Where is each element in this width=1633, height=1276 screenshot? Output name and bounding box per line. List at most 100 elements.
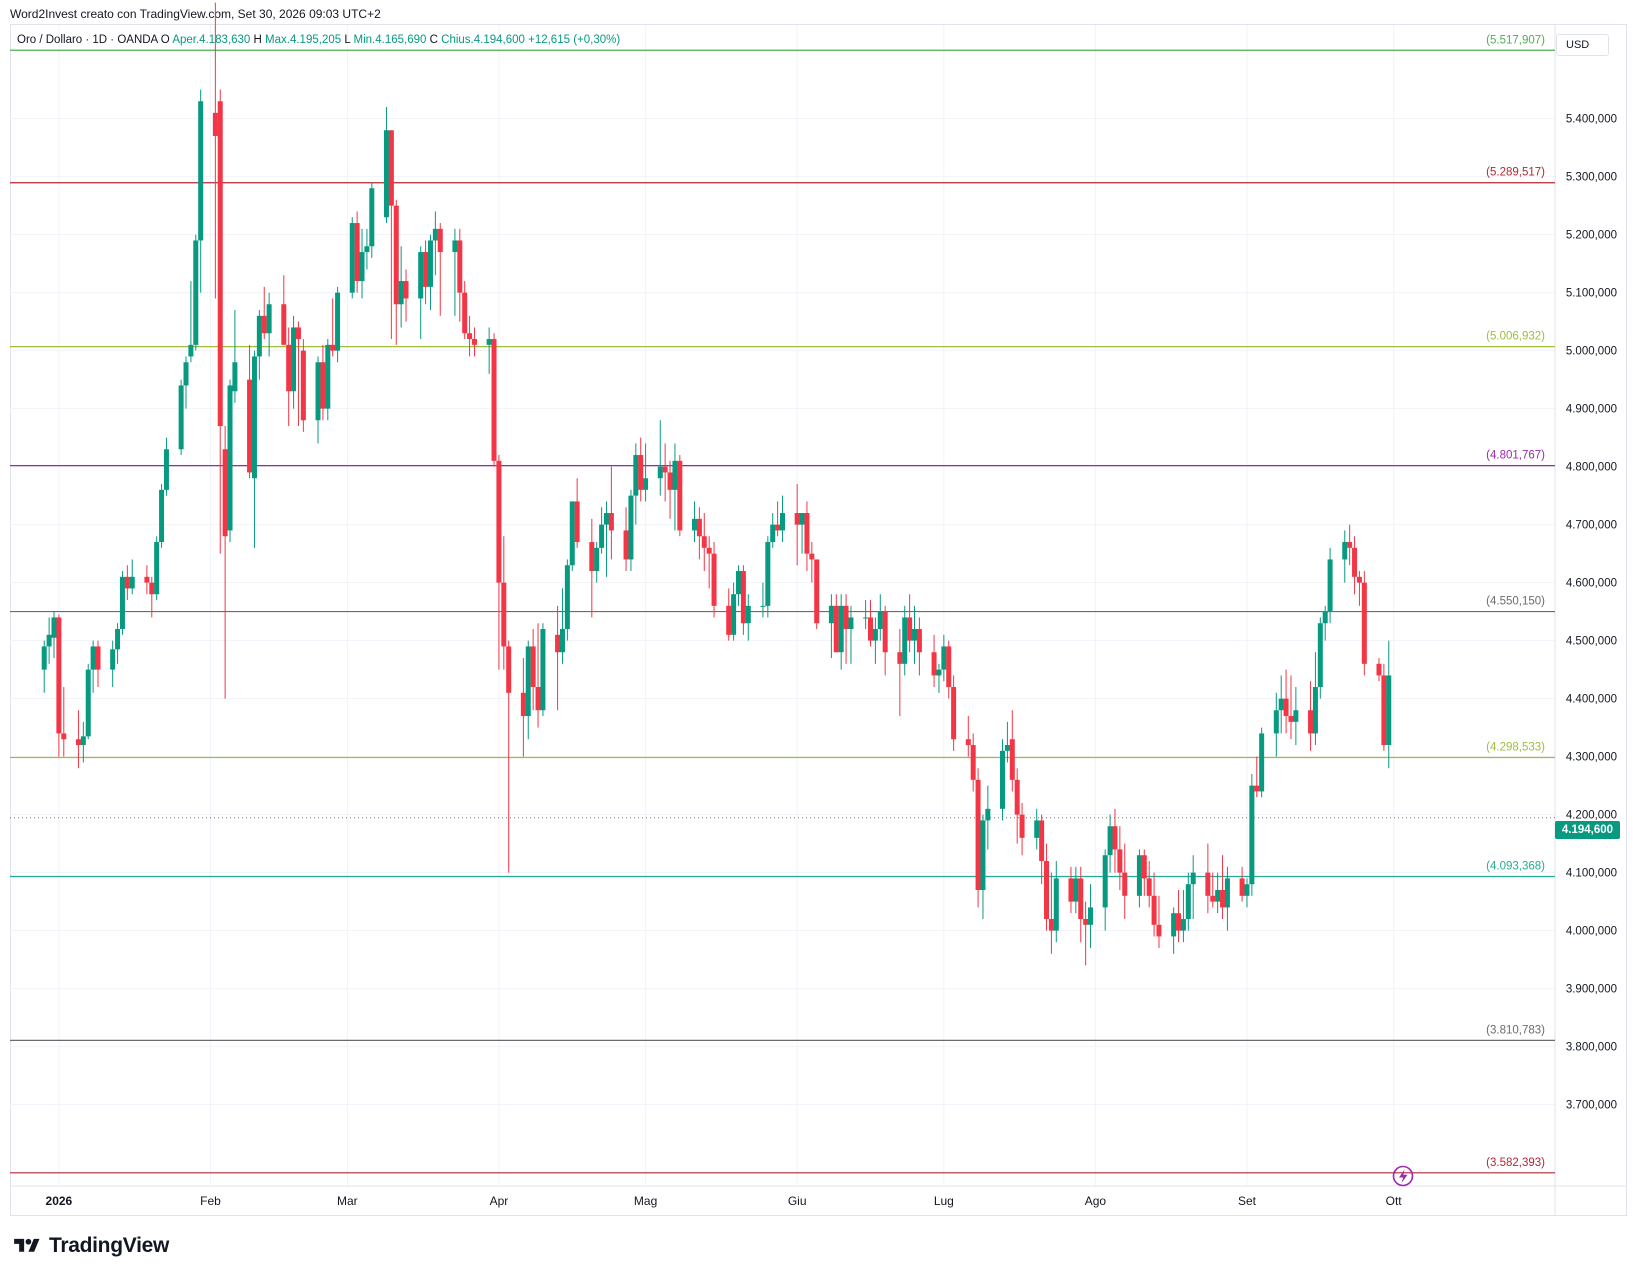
candle-body xyxy=(555,634,561,653)
candle xyxy=(868,600,874,647)
candle-body xyxy=(403,281,409,299)
candle xyxy=(1342,530,1348,583)
candle-body xyxy=(936,669,942,676)
candle xyxy=(1312,652,1318,746)
candle-body xyxy=(1176,913,1182,931)
candles xyxy=(41,2,1392,966)
time-axis[interactable]: 2026 Feb Mar Apr Mag Giu Lug Ago Set Ott xyxy=(46,1194,1403,1208)
candle-body xyxy=(1356,576,1362,583)
candle xyxy=(432,211,438,276)
candle xyxy=(266,292,272,357)
level-label: (4.093,368) xyxy=(1486,860,1545,872)
candle xyxy=(902,605,908,676)
level-label: (5.006,932) xyxy=(1486,331,1545,343)
candle-body xyxy=(320,362,326,409)
candle-body xyxy=(325,344,331,409)
candle-body xyxy=(814,559,820,624)
candle-body xyxy=(696,518,702,537)
candle-body xyxy=(1190,872,1196,885)
candle xyxy=(525,640,531,740)
candle xyxy=(701,513,707,572)
candle xyxy=(1048,872,1054,954)
candle-body xyxy=(1107,826,1113,856)
candle xyxy=(1386,640,1392,769)
candle xyxy=(691,501,697,543)
candle xyxy=(315,356,321,444)
candle xyxy=(1073,866,1079,914)
candle xyxy=(212,2,218,299)
candle-body xyxy=(159,489,165,543)
candle xyxy=(217,89,223,554)
candle-body xyxy=(897,652,903,664)
candle xyxy=(232,310,238,403)
candle-body xyxy=(315,362,321,421)
candle xyxy=(814,559,820,630)
candle xyxy=(912,605,918,664)
price-axis[interactable]: 3.700,000 3.800,000 3.900,000 4.000,000 4.10… xyxy=(1566,114,1617,1112)
candle-body xyxy=(838,605,844,653)
candle-body xyxy=(740,571,746,624)
candle xyxy=(765,536,771,618)
candle-body xyxy=(90,646,96,670)
candle-body xyxy=(608,513,614,531)
candle xyxy=(423,240,429,305)
open-label: O xyxy=(160,34,170,46)
candle xyxy=(711,542,717,618)
candle-body xyxy=(638,455,644,490)
candle xyxy=(559,588,565,664)
candle xyxy=(1283,669,1289,734)
candle-body xyxy=(1352,547,1358,577)
candle-body xyxy=(457,240,463,293)
candle xyxy=(951,675,957,751)
candle xyxy=(1068,866,1074,914)
tradingview-branding[interactable]: TradingView xyxy=(11,1233,169,1259)
price-tick-label: 5.200,000 xyxy=(1566,230,1617,242)
candle xyxy=(286,327,292,427)
candle-body xyxy=(1146,878,1152,896)
candle xyxy=(633,443,639,525)
candle-body xyxy=(559,629,565,653)
candle xyxy=(291,315,297,409)
candle-body xyxy=(1009,739,1015,780)
candle-body xyxy=(946,646,952,688)
candle-body xyxy=(765,542,771,606)
candle xyxy=(1278,675,1284,734)
candle xyxy=(657,420,663,496)
candle xyxy=(349,217,355,299)
candle xyxy=(540,623,546,717)
candle xyxy=(325,339,331,421)
candle-body xyxy=(1327,559,1333,612)
candle xyxy=(1083,901,1089,966)
low-value: Min.4.165,690 xyxy=(353,34,427,46)
symbol-title[interactable]: Oro / Dollaro · 1D · OANDA xyxy=(17,34,158,46)
candle-body xyxy=(540,629,546,711)
candle xyxy=(623,507,629,572)
candle xyxy=(222,426,228,699)
candle xyxy=(946,640,952,699)
candle-body xyxy=(760,605,766,607)
candle xyxy=(1249,774,1255,896)
candlestick-chart[interactable]: (5.517,907) (5.289,517) (5.006,932) (4.801,… xyxy=(0,0,1633,1216)
candle-body xyxy=(1239,878,1245,896)
candle xyxy=(1112,808,1118,873)
candle-body xyxy=(56,617,62,734)
candle xyxy=(838,594,844,670)
candle xyxy=(178,379,184,456)
candle xyxy=(780,495,785,543)
candle xyxy=(809,542,815,583)
candle-body xyxy=(863,617,869,619)
candle-body xyxy=(643,478,649,490)
candle-body xyxy=(1322,611,1328,624)
candle-body xyxy=(198,101,204,241)
candle-body xyxy=(1053,878,1059,931)
candle-body xyxy=(124,576,130,589)
candle xyxy=(1210,872,1216,908)
candle xyxy=(980,814,986,920)
lightning-icon[interactable] xyxy=(1392,1165,1414,1187)
candle-body xyxy=(672,460,678,490)
candle-body xyxy=(1171,913,1177,937)
candle xyxy=(183,356,189,409)
currency-selector[interactable]: USD xyxy=(1556,34,1609,56)
candle xyxy=(1322,605,1328,641)
candle-body xyxy=(432,228,438,241)
